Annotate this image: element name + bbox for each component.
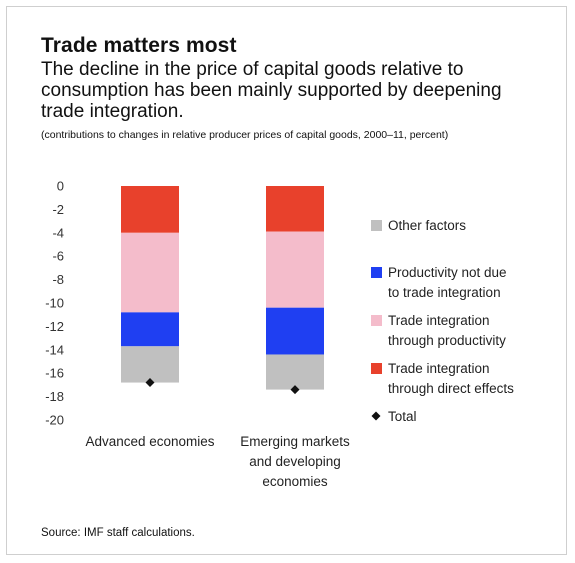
y-tick-label: -8 <box>52 272 64 287</box>
total-marker <box>290 385 300 395</box>
y-tick-label: -18 <box>45 389 64 404</box>
bar-segment <box>121 346 179 383</box>
legend-label: Productivity not due to trade integration <box>388 265 507 300</box>
chart-note: (contributions to changes in relative pr… <box>41 129 449 141</box>
chart-subtitle: The decline in the price of capital good… <box>41 59 502 122</box>
legend-swatch <box>371 267 382 278</box>
category-label: Advanced economies <box>85 434 214 449</box>
y-tick-label: -14 <box>45 342 64 357</box>
legend-swatch <box>371 315 382 326</box>
legend-label: Trade integration through direct effects <box>388 361 514 396</box>
bar-segment <box>266 186 324 232</box>
legend-swatch <box>371 220 382 231</box>
category-label: Emerging markets and developing economies <box>240 434 350 489</box>
bar-segment <box>266 231 324 308</box>
legend-label: Other factors <box>388 218 466 233</box>
y-tick-label: -6 <box>52 249 64 264</box>
source-note: Source: IMF staff calculations. <box>41 527 195 539</box>
y-tick-label: -16 <box>45 366 64 381</box>
y-tick-label: -2 <box>52 202 64 217</box>
bar-segment <box>121 186 179 233</box>
legend-label: Total <box>388 409 417 424</box>
y-tick-label: 0 <box>57 179 64 194</box>
legend-swatch <box>371 363 382 374</box>
y-tick-label: -12 <box>45 319 64 334</box>
legend-total-marker <box>371 411 381 421</box>
legend-label: Trade integration through productivity <box>388 313 506 348</box>
chart-title: Trade matters most <box>41 34 237 57</box>
bar-segment <box>121 232 179 313</box>
bar-segment <box>266 354 324 390</box>
y-tick-label: -4 <box>52 225 64 240</box>
total-marker <box>145 378 155 388</box>
y-tick-label: -20 <box>45 413 64 428</box>
bar-segment <box>121 312 179 347</box>
bar-segment <box>266 307 324 355</box>
y-tick-label: -10 <box>45 296 64 311</box>
